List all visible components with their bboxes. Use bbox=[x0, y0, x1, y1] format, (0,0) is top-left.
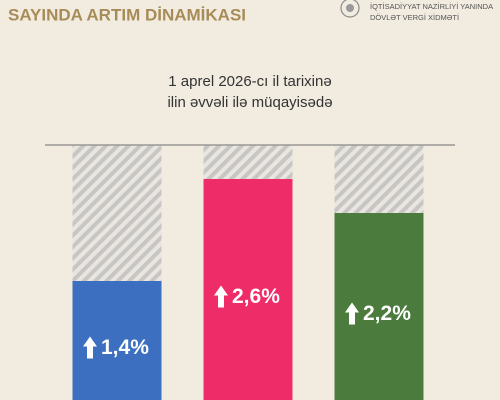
subtitle: ilin əvvəli ilə müqayisədə bbox=[167, 94, 332, 111]
org-name: İQTİSADİYYAT NAZİRLİYİ YANINDA bbox=[370, 2, 493, 11]
arrow-icon bbox=[83, 336, 97, 359]
arrow-icon bbox=[345, 302, 359, 325]
value-label: 2,2% bbox=[363, 302, 411, 325]
value-label: 1,4% bbox=[101, 336, 149, 359]
value-label: 2,6% bbox=[232, 285, 280, 308]
subtitle: 1 aprel 2026-cı il tarixinə bbox=[168, 73, 331, 90]
arrow-icon bbox=[214, 285, 228, 308]
chart-title: SAYINDA ARTIM DİNAMİKASI bbox=[8, 5, 246, 24]
logo bbox=[346, 4, 354, 12]
logo bbox=[340, 0, 360, 18]
org-name: DÖVLƏT VERGİ XİDMƏTİ bbox=[370, 13, 459, 22]
